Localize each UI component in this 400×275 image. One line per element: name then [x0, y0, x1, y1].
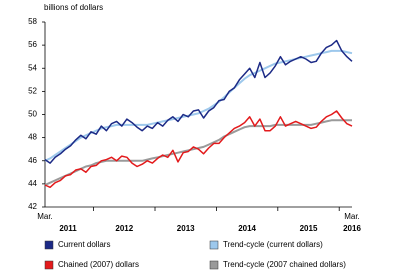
- legend-label: Current dollars: [58, 240, 110, 249]
- year-label: 2013: [177, 224, 195, 233]
- year-label: 2012: [115, 224, 133, 233]
- y-tick-label: 58: [28, 17, 37, 26]
- y-tick-label: 56: [28, 40, 37, 49]
- y-tick-label: 50: [28, 110, 37, 119]
- legend-label: Trend-cycle (2007 chained dollars): [223, 260, 346, 269]
- y-tick-label: 54: [28, 63, 37, 72]
- legend-label: Chained (2007) dollars: [58, 260, 139, 269]
- y-tick-label: 46: [28, 156, 37, 165]
- x-tick-label: Mar.: [37, 212, 53, 221]
- legend-swatch: [209, 260, 219, 270]
- y-tick-label: 42: [28, 202, 37, 211]
- year-label: 2016: [343, 224, 361, 233]
- legend-swatch: [44, 240, 54, 250]
- year-label: 2015: [300, 224, 318, 233]
- series-line: [44, 119, 352, 186]
- y-tick-label: 52: [28, 86, 37, 95]
- series-line: [44, 110, 353, 189]
- series-line: [44, 49, 353, 162]
- legend-label: Trend-cycle (current dollars): [223, 240, 323, 249]
- series-line: [44, 39, 353, 164]
- y-tick-label: 48: [28, 133, 37, 142]
- year-label: 2011: [59, 224, 77, 233]
- y-axis-label: billions of dollars: [44, 3, 103, 12]
- y-tick-label: 44: [28, 179, 37, 188]
- x-tick-label: Mar.: [344, 212, 360, 221]
- legend-swatch: [209, 240, 219, 250]
- legend-swatch: [44, 260, 54, 270]
- year-label: 2014: [238, 224, 256, 233]
